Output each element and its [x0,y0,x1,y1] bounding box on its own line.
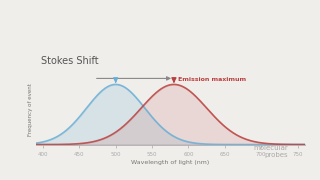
Y-axis label: Frequency of event: Frequency of event [28,84,33,136]
Text: Stokes Shift: Stokes Shift [41,56,99,66]
X-axis label: Wavelength of light (nm): Wavelength of light (nm) [131,160,209,165]
Text: molecular
probes: molecular probes [253,145,288,158]
Text: Emission maximum: Emission maximum [178,76,246,82]
